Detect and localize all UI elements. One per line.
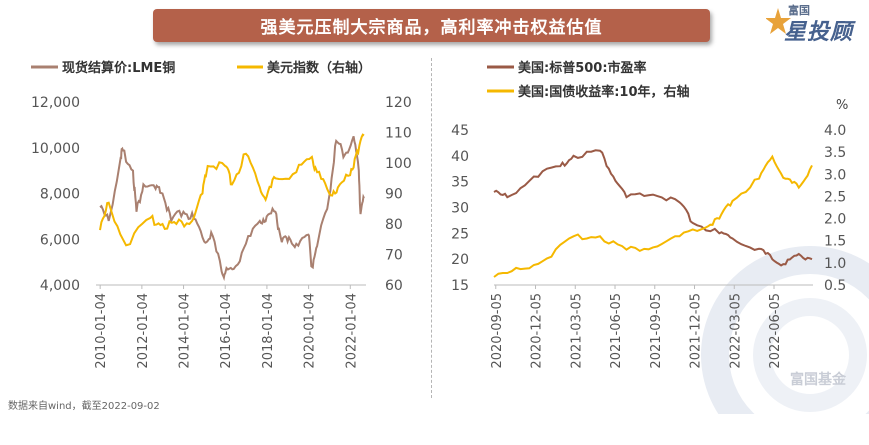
c2-right-tick-label: 3.0	[824, 167, 846, 183]
c2-right-tick-label: 4.0	[824, 123, 846, 139]
c2-x-tick-label: 2020-09-05	[490, 293, 505, 369]
c2-left-tick-label: 40	[451, 149, 469, 165]
chart1-series-dollar-index	[99, 133, 365, 247]
c2-left-tick-label: 35	[451, 175, 469, 191]
c2-x-tick-label: 2022-06-05	[768, 293, 783, 369]
chart2-right-axis-unit: %	[836, 98, 848, 113]
c1-x-tick-label: 2014-01-04	[178, 293, 193, 369]
c1-left-tick-label: 10,000	[31, 141, 80, 157]
c2-x-tick-label: 2021-12-05	[689, 293, 704, 369]
chart2-legend: 美国:标普500:市盈率 美国:国债收益率:10年，右轴	[487, 60, 690, 100]
chart1-series-copper	[99, 135, 365, 282]
c1-x-tick-label: 2012-01-04	[136, 293, 151, 369]
c1-right-tick-label: 60	[385, 278, 403, 294]
chart2-series-yield	[493, 154, 813, 278]
c1-right-tick-label: 120	[385, 95, 412, 111]
c1-right-tick-label: 70	[385, 248, 403, 264]
c2-right-tick-label: 1.0	[824, 256, 846, 272]
chart2-series-pe	[493, 149, 813, 267]
c2-left-tick-label: 15	[451, 278, 469, 294]
c2-left-tick-label: 30	[451, 201, 469, 217]
c2-left-tick-label: 25	[451, 226, 469, 242]
c1-x-tick-label: 2016-01-04	[219, 293, 234, 369]
c1-x-tick-label: 2010-01-04	[94, 293, 109, 369]
source-note: 数据来自wind，截至2022-09-02	[8, 401, 160, 412]
c2-x-tick-label: 2022-03-05	[728, 293, 743, 369]
c2-left-tick-label: 20	[451, 252, 469, 268]
c1-right-tick-label: 100	[385, 156, 412, 172]
c2-right-tick-label: 1.5	[824, 234, 846, 250]
page-title: 强美元压制大宗商品，高利率冲击权益估值	[153, 9, 710, 42]
c1-right-tick-label: 80	[385, 217, 403, 233]
c1-left-tick-label: 4,000	[40, 278, 80, 294]
c2-x-tick-label: 2021-06-05	[609, 293, 624, 369]
brand-main-text: 星投顾	[784, 20, 854, 45]
pe-yield-chart: 美国:标普500:市盈率 美国:国债收益率:10年，右轴 % 15 20 25 30 3…	[451, 60, 848, 369]
c2-x-tick-label: 2021-03-05	[569, 293, 584, 369]
brand-top-text: 富国	[788, 4, 810, 17]
c1-right-tick-label: 110	[385, 126, 412, 142]
c1-left-tick-label: 8,000	[40, 187, 80, 203]
watermark-text: 富国基金	[790, 372, 846, 388]
c2-x-tick-label: 2020-12-05	[530, 293, 545, 369]
c1-left-tick-label: 12,000	[31, 95, 80, 111]
c2-right-tick-label: 2.5	[824, 189, 846, 205]
c1-left-tick-label: 6,000	[40, 232, 80, 248]
c1-x-tick-label: 2018-01-04	[261, 293, 276, 369]
watermark-logo	[701, 246, 869, 414]
chart1-legend-label-copper: 现货结算价:LME铜	[62, 60, 175, 76]
chart2-legend-label-yield: 美国:国债收益率:10年，右轴	[518, 84, 690, 100]
brand-logo: 富国 星投顾	[766, 2, 866, 46]
c2-left-tick-label: 45	[451, 123, 469, 139]
chart2-legend-label-pe: 美国:标普500:市盈率	[518, 60, 647, 76]
chart1-legend-label-dollar: 美元指数（右轴）	[267, 60, 371, 76]
c1-x-tick-label: 2020-01-04	[303, 293, 318, 369]
c2-x-tick-label: 2021-09-05	[649, 293, 664, 369]
copper-dollar-chart: 现货结算价:LME铜 美元指数（右轴） 4,000 6,000 8,000 10,00…	[31, 60, 412, 369]
c2-right-tick-label: 0.5	[824, 278, 846, 294]
c2-right-tick-label: 3.5	[824, 145, 846, 161]
c2-right-tick-label: 2.0	[824, 212, 846, 228]
c1-x-tick-label: 2022-01-04	[344, 293, 359, 369]
chart1-legend: 现货结算价:LME铜 美元指数（右轴）	[31, 60, 371, 76]
c1-right-tick-label: 90	[385, 187, 403, 203]
chart-divider	[431, 58, 432, 398]
star-icon	[766, 8, 791, 34]
